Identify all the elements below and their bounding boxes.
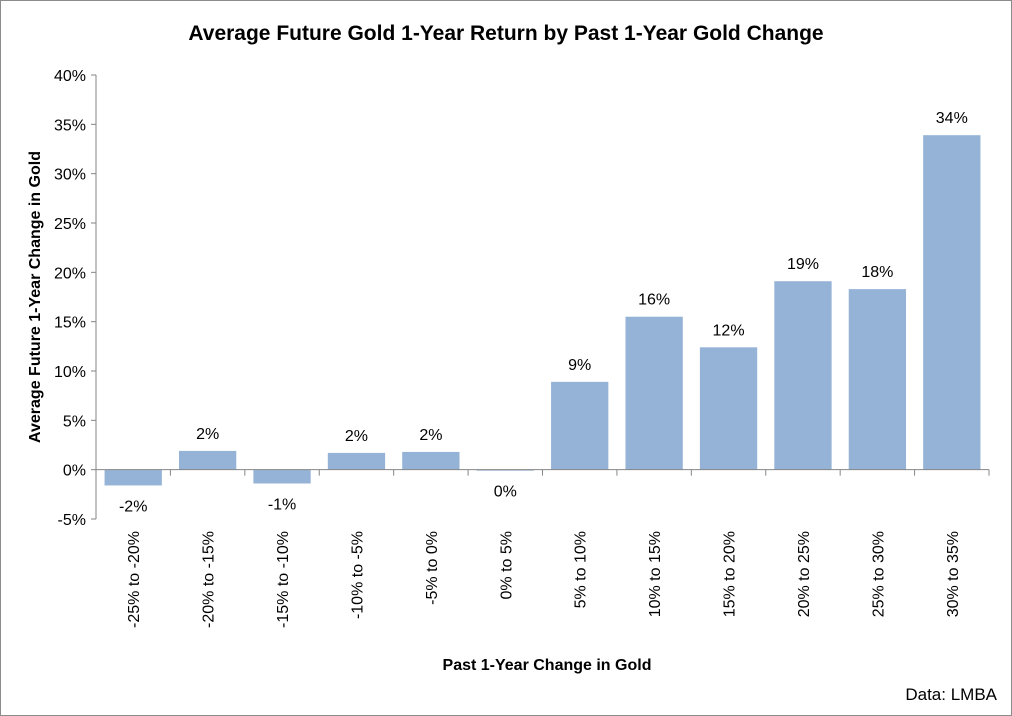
x-tick-label: 0% to 5%	[498, 531, 515, 599]
y-tick-label: 40%	[54, 68, 86, 85]
bar	[327, 452, 386, 470]
chart-title: Average Future Gold 1-Year Return by Pas…	[188, 22, 823, 45]
bar	[178, 450, 237, 470]
x-tick-label: -20% to -15%	[201, 531, 218, 628]
plot-area: -5% 0% 5% 10% 15% 20% 25% 30% 35% 40% -2% 2% -1% 2% 2%…	[54, 68, 990, 628]
data-label: 0%	[494, 484, 517, 501]
x-tick-label: 30% to 35%	[945, 531, 962, 617]
data-label: 12%	[713, 322, 745, 339]
bar	[774, 281, 832, 470]
x-tick-label: 25% to 30%	[870, 531, 887, 617]
y-axis-title: Average Future 1-Year Change in Gold	[27, 151, 44, 443]
bar	[104, 469, 162, 486]
x-tick-label: 5% to 10%	[573, 531, 590, 608]
x-tick-label: -15% to -10%	[275, 531, 292, 628]
x-tick-label: -25% to -20%	[126, 531, 143, 628]
data-label: 2%	[419, 427, 442, 444]
data-label: -1%	[268, 496, 296, 513]
data-label: -2%	[119, 498, 147, 515]
bar	[699, 347, 758, 470]
data-label: 18%	[861, 264, 893, 281]
bar	[923, 135, 981, 470]
data-label: 16%	[638, 292, 670, 309]
bar	[848, 289, 907, 470]
data-label: 2%	[196, 426, 219, 443]
x-tick-label: 15% to 20%	[722, 531, 739, 617]
data-label: 19%	[787, 256, 819, 273]
data-label: 34%	[936, 110, 968, 127]
y-tick-label: 15%	[54, 315, 86, 332]
x-tick-label: -5% to 0%	[424, 531, 441, 605]
y-tick-label: 25%	[54, 216, 86, 233]
x-tick-label: 20% to 25%	[796, 531, 813, 617]
bar	[402, 451, 460, 470]
bar	[625, 316, 683, 470]
y-tick-label: 10%	[54, 364, 86, 381]
bar	[253, 469, 311, 484]
y-tick-label: 30%	[54, 167, 86, 184]
y-tick-label: -5%	[58, 512, 86, 529]
data-label: 9%	[568, 357, 591, 374]
x-axis-title: Past 1-Year Change in Gold	[443, 657, 652, 674]
y-tick-label: 35%	[54, 117, 86, 134]
source-note: Data: LMBA	[905, 685, 997, 704]
y-tick-label: 5%	[63, 413, 86, 430]
data-label: 2%	[345, 428, 368, 445]
bar	[551, 381, 609, 470]
y-tick-label: 20%	[54, 265, 86, 282]
x-tick-label: 10% to 15%	[647, 531, 664, 617]
y-tick-label: 0%	[63, 463, 86, 480]
x-tick-label: -10% to -5%	[349, 531, 366, 619]
